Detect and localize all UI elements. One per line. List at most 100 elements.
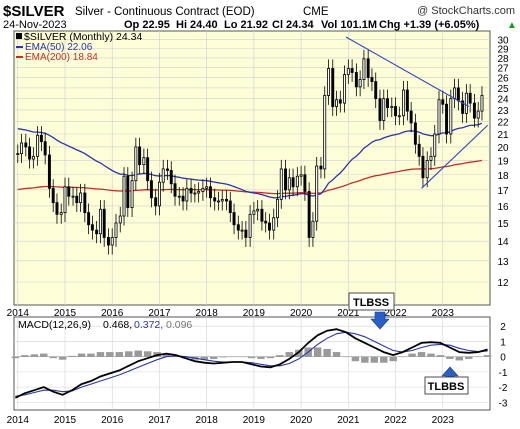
date-label: 24-Nov-2023 xyxy=(3,19,67,31)
macd-x-tick-label: 2020 xyxy=(290,415,313,426)
macd-histogram-bar xyxy=(125,351,133,357)
price-candle-body xyxy=(142,157,146,166)
price-candle-body xyxy=(149,180,153,199)
price-candle-body xyxy=(59,212,63,215)
price-candle-body xyxy=(205,186,209,189)
price-y-tick-label: 16 xyxy=(497,202,509,213)
price-candle-body xyxy=(279,168,283,200)
price-y-tick-label: 27 xyxy=(497,64,509,75)
price-candle-body xyxy=(166,168,169,171)
price-candle-body xyxy=(146,157,150,182)
price-y-tick-label: 29 xyxy=(497,45,509,56)
price-candle-body xyxy=(114,222,118,238)
price-candle-body xyxy=(437,99,441,135)
price-candle-body xyxy=(327,68,330,96)
price-candle-body xyxy=(382,98,386,121)
macd-x-tick-label: 2014 xyxy=(7,415,30,426)
price-candle-body xyxy=(272,217,276,231)
macd-y-axis: -3 -2 -1 0 1 2 xyxy=(499,322,508,409)
price-candle-body xyxy=(75,195,79,204)
trend-lines xyxy=(345,36,489,189)
price-candle-body xyxy=(169,169,173,185)
price-candle-body xyxy=(161,168,165,183)
price-grid xyxy=(14,31,490,305)
price-candle-body xyxy=(354,72,358,88)
price-candle-body xyxy=(130,180,134,208)
macd-histogram-bar xyxy=(276,355,284,357)
price-y-tick-label: 26 xyxy=(497,74,509,85)
macd-histogram-bar xyxy=(285,352,294,357)
macd-histogram-bar xyxy=(313,347,322,357)
macd-x-tick-label: 2023 xyxy=(432,415,455,426)
price-candle-body xyxy=(213,197,217,202)
macd-histogram-bar xyxy=(115,352,124,357)
price-candle-body xyxy=(90,224,94,231)
price-candle-body xyxy=(315,165,319,222)
price-candle-body xyxy=(464,92,468,114)
macd-y-tick-label: -3 xyxy=(499,398,508,409)
price-y-tick-label: 25 xyxy=(497,84,509,95)
price-candle-body xyxy=(79,192,83,204)
price-candle-body xyxy=(287,177,291,191)
price-candle-body xyxy=(16,153,20,155)
price-x-tick-label: 2022 xyxy=(384,308,407,319)
macd-histogram-bar xyxy=(455,356,464,361)
price-y-tick-label: 24 xyxy=(497,95,509,106)
price-candle-body xyxy=(118,215,122,224)
price-candle-body xyxy=(154,197,158,207)
price-candle-body xyxy=(87,212,91,226)
price-candle-body xyxy=(20,142,24,154)
macd-histogram-bar xyxy=(361,356,369,363)
macd-histogram-bar xyxy=(11,356,20,359)
price-candle-body xyxy=(299,174,303,177)
price-y-tick-label: 30 xyxy=(497,36,509,47)
macd-x-tick-label: 2022 xyxy=(384,415,407,426)
price-candle-body xyxy=(217,200,220,203)
price-y-tick-label: 28 xyxy=(497,54,509,65)
price-candle-body xyxy=(83,192,87,214)
macd-histogram-bar xyxy=(96,352,105,357)
price-candle-body xyxy=(102,208,106,238)
ema50-line xyxy=(17,122,483,199)
price-candle-body xyxy=(343,74,347,104)
price-y-tick-label: 20 xyxy=(497,143,509,154)
price-y-tick-label: 22 xyxy=(497,118,509,129)
price-candle-body xyxy=(386,98,389,109)
macd-x-tick-label: 2021 xyxy=(337,415,360,426)
price-candle-body xyxy=(256,208,260,212)
macd-histogram-bar xyxy=(389,356,397,362)
macd-y-tick-label: -2 xyxy=(499,383,508,394)
macd-histogram-bar xyxy=(436,355,445,357)
price-candle-body xyxy=(295,175,299,188)
macd-histogram-bar xyxy=(162,353,171,357)
macd-histogram-bar xyxy=(210,356,218,359)
price-y-tick-label: 18 xyxy=(497,171,509,182)
macd-histogram-bar xyxy=(219,356,227,358)
price-candle-body xyxy=(461,100,465,114)
price-candle-body xyxy=(433,133,437,157)
tlbbs-box xyxy=(424,376,469,395)
macd-histogram-bar xyxy=(238,356,246,358)
price-candle-body xyxy=(335,99,338,107)
macd-histogram-bar xyxy=(200,356,209,360)
price-legend-label: $SILVER (Monthly) 24.34 xyxy=(24,31,142,43)
macd-histogram-bar xyxy=(30,354,39,357)
macd-x-tick-label: 2015 xyxy=(54,415,77,426)
price-candle-body xyxy=(31,155,35,160)
symbol-title: $SILVER xyxy=(3,3,65,20)
macd-histogram-bar xyxy=(21,355,29,357)
macd-x-tick-label: 2017 xyxy=(148,415,171,426)
macd-line xyxy=(15,328,488,399)
price-candle-body xyxy=(331,68,335,107)
price-candle-body xyxy=(232,212,236,226)
macd-histogram-bar xyxy=(134,350,142,357)
price-candle-body xyxy=(98,208,102,235)
price-candle-body xyxy=(189,187,193,194)
price-y-tick-label: 19 xyxy=(497,156,509,167)
price-x-tick-label: 2020 xyxy=(290,308,313,319)
macd-histogram-bar xyxy=(398,356,407,358)
price-candle-body xyxy=(405,89,409,112)
macd-y-tick-label: 2 xyxy=(500,322,506,333)
macd-title: MACD(12,26,9) xyxy=(18,319,91,331)
